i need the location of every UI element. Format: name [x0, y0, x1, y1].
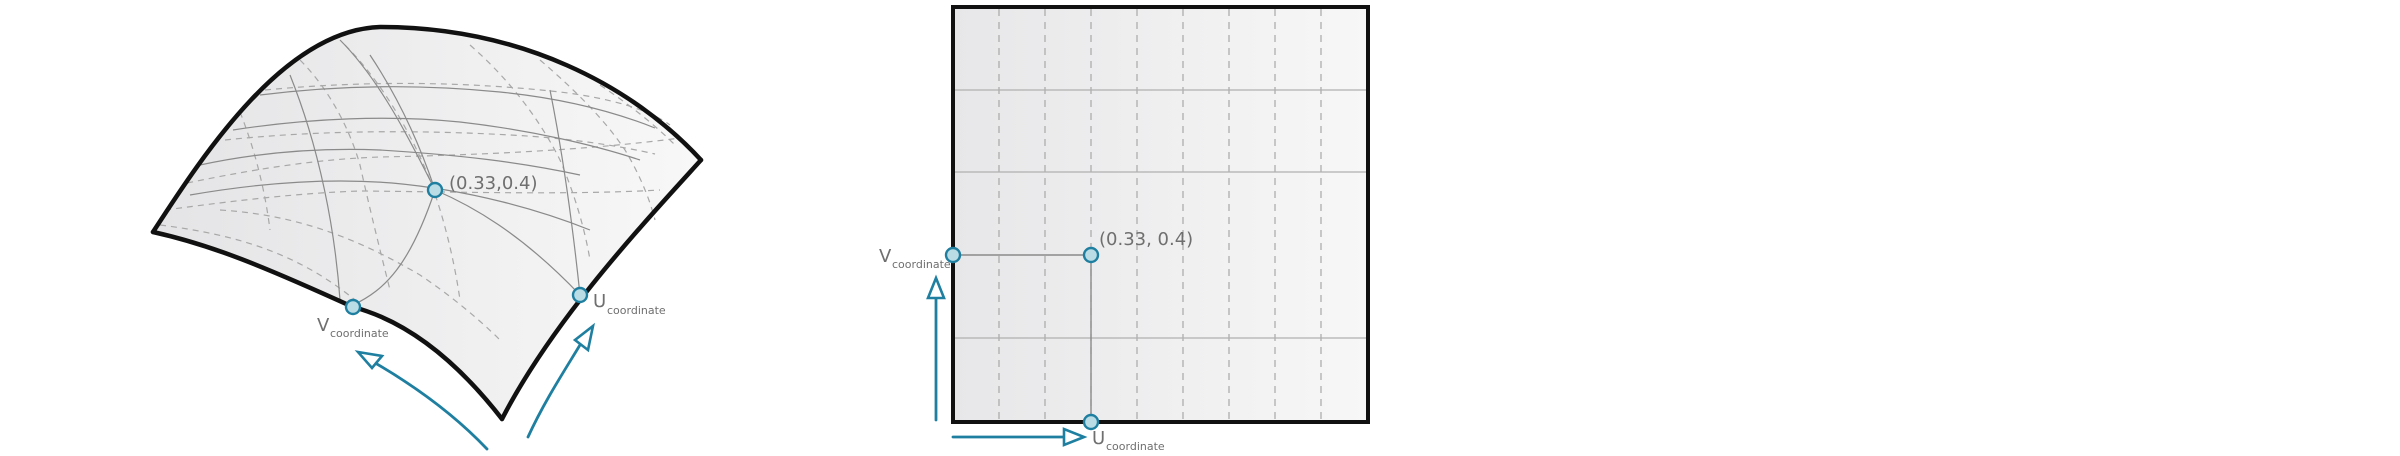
param-point-label: (0.33, 0.4): [1099, 229, 1193, 250]
param-point: [1082, 246, 1100, 264]
surface-v-label: V: [317, 315, 330, 336]
surface-point: [426, 181, 444, 199]
surface-point-label: (0.33,0.4): [449, 173, 537, 194]
surface-patch: [153, 27, 701, 419]
param-v-label: V: [879, 246, 892, 267]
param-v-point: [944, 246, 962, 264]
surface-v-arrow-shaft: [368, 358, 489, 451]
surface-view: (0.33,0.4) V coordinate U coordinate: [150, 24, 704, 451]
param-v-sub-label: coordinate: [892, 258, 951, 271]
param-u-arrow-head: [1062, 427, 1088, 447]
surface-u-arrow-head: [572, 322, 595, 353]
param-rect-fill: [953, 7, 1368, 422]
surface-outline: [150, 24, 704, 235]
param-u-point: [1082, 413, 1100, 431]
surface-v-sub-label: coordinate: [330, 327, 389, 340]
surface-u-arrow-shaft: [526, 338, 585, 439]
param-rect-outline: [951, 5, 1370, 424]
param-view: (0.33, 0.4) V coordinate U coordinate: [879, 5, 1370, 453]
param-u-sub-label: coordinate: [1106, 440, 1165, 453]
param-u-label: U: [1092, 428, 1105, 449]
surface-grid-solid: [189, 39, 656, 306]
surface-u-label: U: [593, 291, 606, 312]
surface-u-point: [571, 286, 589, 304]
surface-u-sub-label: coordinate: [607, 304, 666, 317]
surface-outline-right-edge: [499, 157, 704, 422]
param-grid-horizontal: [955, 89, 1366, 339]
surface-grid-dashed: [159, 44, 681, 341]
param-v-arrow-head: [926, 274, 946, 300]
surface-v-arrow-head: [354, 350, 385, 371]
surface-v-point: [344, 298, 362, 316]
